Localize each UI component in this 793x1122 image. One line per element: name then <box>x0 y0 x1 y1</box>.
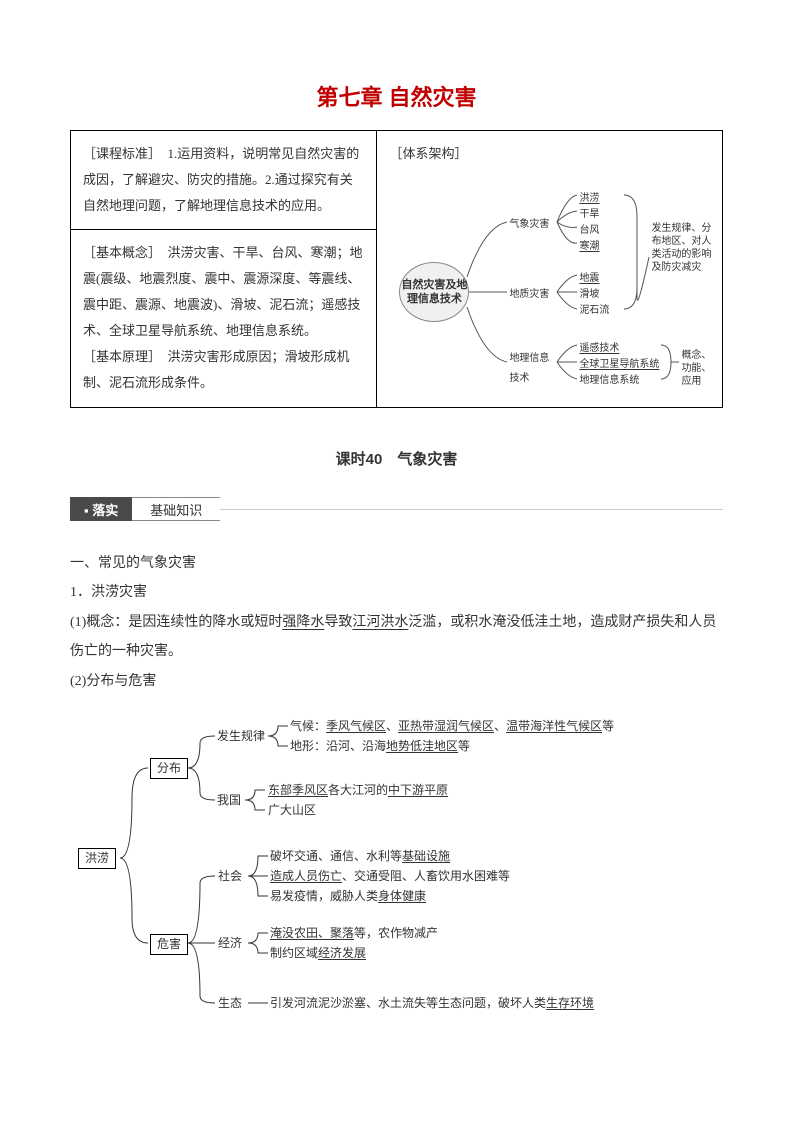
underline-2: 江河洪水 <box>352 615 408 630</box>
tree-harm: 危害 <box>150 934 188 955</box>
lesson-title: 课时40 气象灾害 <box>70 448 723 469</box>
tree-eco-a: 淹没农田、聚落等，农作物减产 <box>270 925 438 942</box>
heading-1: 一、常见的气象灾害 <box>70 549 723 578</box>
branch-meteor: 气象灾害 <box>509 215 549 235</box>
tree-distribution: 分布 <box>150 758 188 779</box>
section-bar-dark: ▪ 落实 <box>70 497 132 521</box>
tree-soc-b: 造成人员伤亡、交通受阻、人畜饮用水困难等 <box>270 868 510 885</box>
section-bar: ▪ 落实 基础知识 <box>70 497 723 521</box>
structure-cell: ［体系架构］ <box>377 131 723 408</box>
tree-cn-a: 东部季风区各大江河的中下游平原 <box>268 782 448 799</box>
tree-soc: 社会 <box>218 868 242 885</box>
diagram-center: 自然灾害及地理信息技术 <box>399 262 469 322</box>
tree-soc-c: 易发疫情，威胁人类身体健康 <box>270 888 426 905</box>
right-note-2: 概念、功能、应用 <box>681 349 715 388</box>
item-coldwave: 寒潮 <box>579 237 599 257</box>
tree-env-a: 引发河流泥沙淤塞、水土流失等生态问题，破坏人类生存环境 <box>270 995 594 1012</box>
standards-cell: ［课程标准］ 1.运用资料，说明常见自然灾害的成因，了解避灾、防灾的措施。2.通… <box>71 131 377 230</box>
tree-rule-a: 气候：气候：季风气候区、亚热带湿润气候区、温带海洋性气候区等季风气候区、亚热带湿… <box>290 718 614 735</box>
structure-diagram: 自然灾害及地理信息技术 气象灾害 洪涝 干旱 台风 寒潮 地质灾害 地震 滑坡 … <box>389 167 710 397</box>
heading-2: 1．洪涝灾害 <box>70 578 723 607</box>
tree-soc-a: 破坏交通、通信、水利等基础设施 <box>270 848 450 865</box>
para-dist: (2)分布与危害 <box>70 667 723 696</box>
body-text: 一、常见的气象灾害 1．洪涝灾害 (1)概念：是因连续性的降水或短时强降水导致江… <box>70 549 723 696</box>
chapter-title: 第七章 自然灾害 <box>70 80 723 112</box>
tree-diagram: 洪涝 分布 发生规律 气候：气候：季风气候区、亚热带湿润气候区、温带海洋性气候区… <box>70 708 710 1018</box>
item-mudslide: 泥石流 <box>579 301 609 321</box>
para-concept: (1)概念：是因连续性的降水或短时强降水导致江河洪水泛滥，或积水淹没低洼土地，造… <box>70 608 723 667</box>
branch-gis: 地理信息技术 <box>509 349 555 389</box>
branch-geo: 地质灾害 <box>509 285 549 305</box>
principle-label: ［基本原理］ <box>83 349 155 364</box>
tree-rule-b: 地形：沿河、沿海地势低洼地区等 <box>290 738 470 755</box>
tree-rule: 发生规律 <box>217 728 265 745</box>
section-bar-tail <box>220 509 723 510</box>
overview-table: ［课程标准］ 1.运用资料，说明常见自然灾害的成因，了解避灾、防灾的措施。2.通… <box>70 130 723 408</box>
right-note-1: 发生规律、分布地区、对人类活动的影响及防灾减灾 <box>651 222 711 274</box>
item-gis: 地理信息系统 <box>579 371 639 391</box>
standards-label: ［课程标准］ <box>83 146 155 161</box>
tree-env: 生态 <box>218 995 242 1012</box>
underline-1: 强降水 <box>282 615 324 630</box>
concepts-cell: ［基本概念］ 洪涝灾害、干旱、台风、寒潮；地震(震级、地震烈度、震中、震源深度、… <box>71 230 377 408</box>
tree-eco-b: 制约区域经济发展 <box>270 945 366 962</box>
section-bar-light: 基础知识 <box>132 497 220 521</box>
tree-root: 洪涝 <box>78 848 116 869</box>
tree-eco: 经济 <box>218 935 242 952</box>
tree-cn-b: 广大山区 <box>268 802 316 819</box>
structure-label: ［体系架构］ <box>389 141 710 167</box>
concepts-label: ［基本概念］ <box>83 245 155 260</box>
tree-cn: 我国 <box>217 792 241 809</box>
